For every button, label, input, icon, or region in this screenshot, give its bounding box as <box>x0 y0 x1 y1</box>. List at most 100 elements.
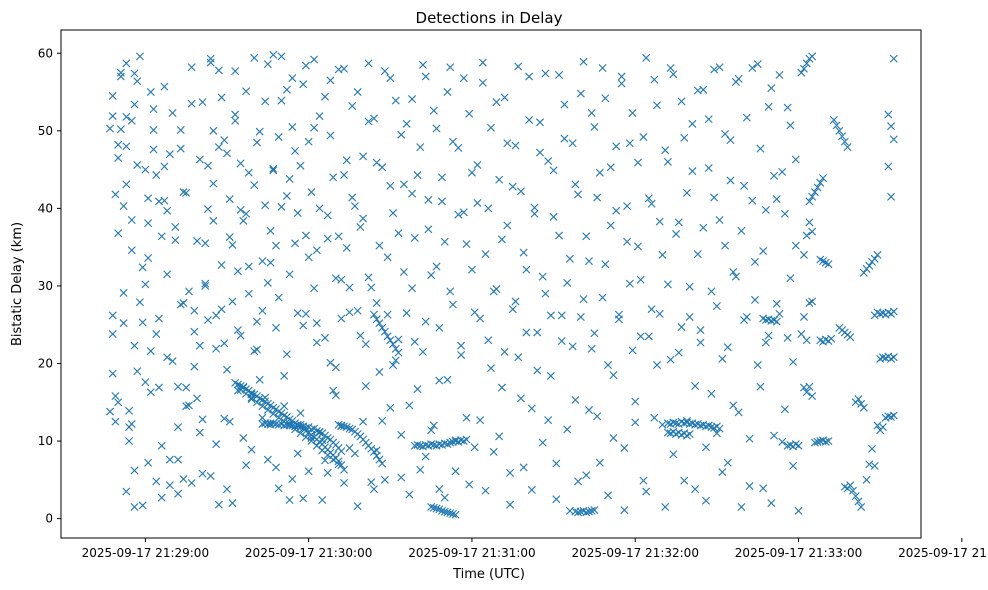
data-point <box>530 203 539 212</box>
data-point <box>421 72 430 81</box>
data-point <box>372 299 381 307</box>
data-point <box>195 155 204 164</box>
data-point <box>443 88 452 97</box>
data-point <box>182 188 191 197</box>
data-point <box>478 78 487 87</box>
data-point <box>726 136 735 145</box>
data-point <box>889 411 898 420</box>
data-point <box>802 231 811 240</box>
data-point <box>359 214 368 223</box>
data-point <box>122 142 131 151</box>
data-point <box>236 331 245 340</box>
data-point <box>579 57 588 66</box>
data-point <box>389 209 398 218</box>
data-point <box>612 206 621 215</box>
data-point <box>299 494 308 503</box>
data-point <box>163 206 172 215</box>
data-point <box>745 482 754 491</box>
data-point <box>250 53 259 62</box>
data-point <box>258 257 267 266</box>
data-point <box>220 414 229 423</box>
data-point <box>326 358 335 367</box>
data-point <box>544 157 553 166</box>
data-point <box>527 485 536 494</box>
data-point <box>133 77 142 86</box>
data-point <box>340 465 349 474</box>
data-point <box>130 341 139 350</box>
data-point <box>105 124 114 133</box>
data-point <box>682 188 691 197</box>
data-point <box>799 250 808 259</box>
data-point <box>552 459 561 468</box>
data-point <box>380 327 389 336</box>
data-point <box>375 455 384 464</box>
data-point <box>369 114 378 123</box>
data-point <box>410 233 419 242</box>
data-point <box>440 237 449 246</box>
data-point <box>375 319 384 328</box>
data-point <box>277 96 286 105</box>
data-point <box>340 478 349 487</box>
data-point <box>546 311 555 320</box>
data-point <box>658 250 667 259</box>
data-point <box>190 306 199 315</box>
data-point <box>127 116 136 125</box>
data-point <box>312 338 321 347</box>
data-point <box>653 101 662 110</box>
data-point <box>481 486 490 495</box>
data-point <box>802 59 811 68</box>
data-point <box>261 97 270 106</box>
data-point <box>154 314 163 323</box>
data-point <box>174 423 183 432</box>
data-point <box>522 328 531 337</box>
data-point <box>799 64 808 73</box>
data-point <box>125 406 134 415</box>
data-point <box>231 116 240 125</box>
data-point <box>633 242 642 251</box>
data-point <box>813 183 822 192</box>
data-point <box>223 365 232 374</box>
data-point <box>337 314 346 323</box>
data-point <box>378 323 387 332</box>
data-point <box>266 258 275 267</box>
data-point <box>405 401 414 410</box>
data-point <box>748 196 757 205</box>
data-point <box>857 502 866 511</box>
data-point <box>304 253 313 262</box>
data-point <box>555 231 564 240</box>
data-point <box>544 416 553 425</box>
data-point <box>677 323 686 332</box>
data-point <box>704 115 713 124</box>
data-point <box>715 424 724 433</box>
data-point <box>372 158 381 167</box>
data-point <box>829 115 838 124</box>
data-point <box>375 368 384 377</box>
data-point <box>802 336 811 345</box>
y-axis-label: Bistatic Delay (km) <box>10 222 25 346</box>
data-point <box>408 284 417 293</box>
data-point <box>443 375 452 384</box>
data-point <box>231 110 240 119</box>
data-point <box>865 460 874 469</box>
data-point <box>465 109 474 118</box>
data-point <box>666 355 675 364</box>
data-point <box>310 284 319 293</box>
data-point <box>345 308 354 317</box>
data-point <box>870 254 879 263</box>
data-point <box>721 241 730 250</box>
data-point <box>691 381 700 390</box>
data-point <box>127 246 136 255</box>
data-point <box>277 202 286 211</box>
data-point <box>244 289 253 298</box>
data-point <box>508 182 517 191</box>
data-point <box>340 171 349 180</box>
data-point <box>133 160 142 169</box>
data-point <box>187 478 196 487</box>
data-point <box>810 438 819 447</box>
data-point <box>386 181 395 190</box>
data-point <box>141 378 150 387</box>
data-point <box>726 176 735 185</box>
data-point <box>685 312 694 321</box>
data-point <box>821 437 830 446</box>
x-tick-label: 2025-09-17 21:33:00 <box>735 546 862 560</box>
